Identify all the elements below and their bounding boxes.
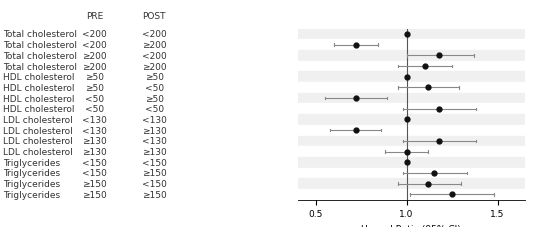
Text: Triglycerides: Triglycerides — [3, 190, 60, 199]
Bar — [298, 62, 525, 72]
Bar — [298, 136, 525, 147]
Text: <130: <130 — [142, 116, 167, 124]
Text: ≥130: ≥130 — [82, 137, 107, 146]
Text: <200: <200 — [82, 30, 107, 39]
Text: HDL cholesterol: HDL cholesterol — [3, 84, 74, 93]
Bar — [298, 83, 525, 93]
Text: LDL cholesterol: LDL cholesterol — [3, 126, 72, 135]
Bar — [298, 51, 525, 62]
Text: Total cholesterol: Total cholesterol — [3, 30, 77, 39]
Bar — [298, 178, 525, 189]
Text: HDL cholesterol: HDL cholesterol — [3, 105, 74, 114]
Bar — [298, 157, 525, 168]
Text: Triglycerides: Triglycerides — [3, 158, 60, 167]
Text: <150: <150 — [142, 179, 167, 188]
Text: <50: <50 — [144, 105, 164, 114]
Text: ≥50: ≥50 — [85, 84, 104, 93]
Text: Total cholesterol: Total cholesterol — [3, 52, 77, 61]
Text: HDL cholesterol: HDL cholesterol — [3, 94, 74, 103]
Text: ≥130: ≥130 — [82, 147, 107, 156]
Text: ≥200: ≥200 — [82, 52, 107, 61]
Text: ≥150: ≥150 — [142, 190, 167, 199]
Text: <130: <130 — [82, 126, 107, 135]
Text: <130: <130 — [82, 116, 107, 124]
Bar — [298, 125, 525, 136]
Text: Triglycerides: Triglycerides — [3, 179, 60, 188]
Text: <200: <200 — [142, 52, 167, 61]
Bar — [298, 40, 525, 51]
Bar — [298, 72, 525, 83]
Text: <150: <150 — [82, 158, 107, 167]
Text: LDL cholesterol: LDL cholesterol — [3, 147, 72, 156]
Text: ≥200: ≥200 — [142, 62, 167, 71]
Text: <150: <150 — [142, 158, 167, 167]
Text: PRE: PRE — [86, 12, 103, 20]
Text: <200: <200 — [82, 41, 107, 50]
Text: POST: POST — [142, 12, 166, 20]
Bar — [298, 189, 525, 200]
Text: Total cholesterol: Total cholesterol — [3, 41, 77, 50]
Text: HDL cholesterol: HDL cholesterol — [3, 73, 74, 82]
Text: ≥150: ≥150 — [142, 169, 167, 178]
Bar — [298, 168, 525, 178]
Text: ≥200: ≥200 — [82, 62, 107, 71]
Text: ≥130: ≥130 — [142, 147, 167, 156]
Text: <200: <200 — [142, 30, 167, 39]
Bar — [298, 30, 525, 40]
Bar — [298, 104, 525, 115]
Text: ≥130: ≥130 — [142, 126, 167, 135]
Text: ≥50: ≥50 — [85, 73, 104, 82]
Text: <150: <150 — [82, 169, 107, 178]
Text: ≥150: ≥150 — [82, 179, 107, 188]
Text: LDL cholesterol: LDL cholesterol — [3, 137, 72, 146]
Text: <50: <50 — [85, 94, 104, 103]
Bar — [298, 93, 525, 104]
Text: ≥50: ≥50 — [144, 73, 164, 82]
Text: ≥200: ≥200 — [142, 41, 167, 50]
Text: ≥50: ≥50 — [144, 94, 164, 103]
Text: <50: <50 — [144, 84, 164, 93]
Text: LDL cholesterol: LDL cholesterol — [3, 116, 72, 124]
Bar — [298, 147, 525, 157]
Text: Triglycerides: Triglycerides — [3, 169, 60, 178]
Bar — [298, 115, 525, 125]
Text: <130: <130 — [142, 137, 167, 146]
Text: ≥150: ≥150 — [82, 190, 107, 199]
Text: Total cholesterol: Total cholesterol — [3, 62, 77, 71]
X-axis label: Hazard Ratio (95% CI): Hazard Ratio (95% CI) — [361, 224, 461, 227]
Text: <50: <50 — [85, 105, 104, 114]
